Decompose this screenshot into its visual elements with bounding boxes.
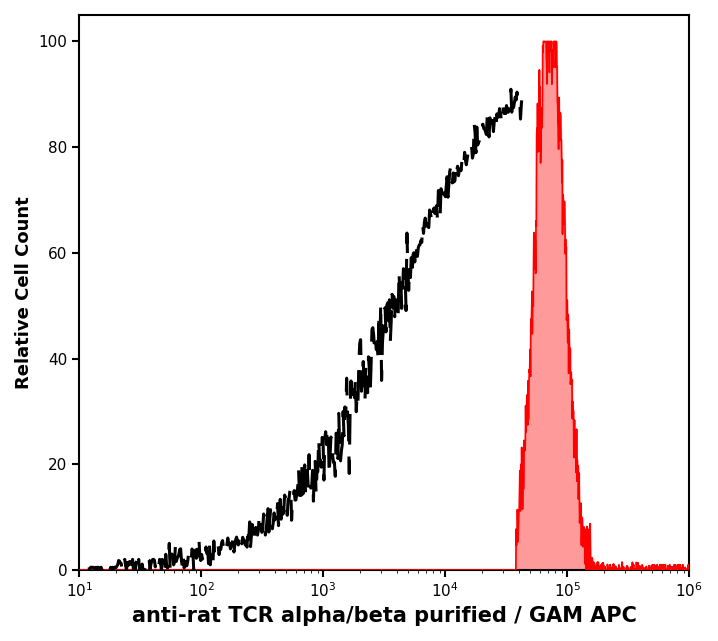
X-axis label: anti-rat TCR alpha/beta purified / GAM APC: anti-rat TCR alpha/beta purified / GAM A… [132, 606, 637, 626]
Y-axis label: Relative Cell Count: Relative Cell Count [15, 196, 33, 389]
